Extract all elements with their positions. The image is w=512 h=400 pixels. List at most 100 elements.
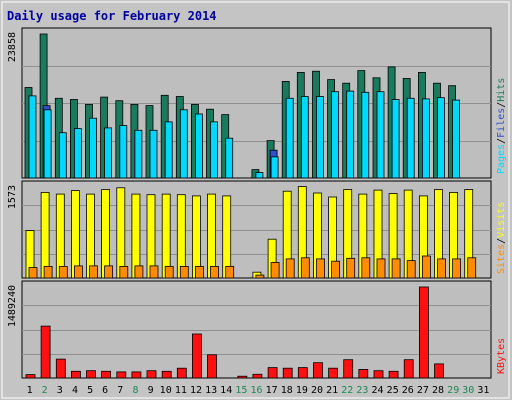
bar-sites-day-14 [225,265,235,279]
x-tick-label: 29 [447,385,459,396]
bar-pages-day-16 [255,172,264,179]
bar-sites-day-5 [89,265,98,279]
x-tick-label: 7 [117,385,123,396]
bar-sites-day-16 [255,274,265,279]
bar-sites-day-30 [467,257,477,279]
bar-kbytes-day-18 [282,367,293,379]
bar-kbytes-day-27 [418,286,429,379]
legend-sites: Sites [496,244,507,274]
x-tick-label: 19 [296,385,308,396]
x-tick-label: 10 [160,385,172,396]
x-tick-label: 21 [326,385,338,396]
x-tick-label: 20 [311,385,323,396]
bar-visits-day-12 [191,195,201,279]
bar-visits-day-8 [131,193,141,279]
bar-visits-day-4 [71,190,80,279]
bar-pages-day-23 [361,91,370,179]
panel-max-label: 1573 [7,185,18,209]
bar-pages-day-26 [406,97,415,179]
bar-pages-day-13 [210,121,218,179]
bar-sites-day-24 [376,258,386,279]
chart-panels: 23858Pages/Files/Hits1573Sites/Visits148… [7,27,507,379]
bar-sites-day-20 [316,258,325,279]
x-tick-label: 2 [42,385,48,396]
bar-kbytes-day-6 [101,370,111,379]
x-tick-label: 3 [57,385,63,396]
x-tick-label: 18 [281,385,293,396]
bar-pages-day-28 [437,97,445,179]
x-tick-label: 27 [417,385,429,396]
bar-sites-day-22 [346,257,356,279]
bar-pages-day-12 [194,113,203,179]
bar-visits-day-6 [101,189,110,279]
bar-sites-day-10 [164,265,174,279]
bar-kbytes-day-26 [403,359,414,379]
bar-kbytes-day-7 [116,371,127,379]
bar-sites-day-7 [119,265,129,279]
bar-pages-day-3 [58,132,67,179]
panel-side-legend: Sites/Visits [496,202,507,274]
x-tick-label: 11 [175,385,187,396]
bar-kbytes-day-24 [373,370,384,379]
bar-sites-day-18 [285,258,295,279]
x-tick-label: 8 [132,385,138,396]
bar-pages-day-8 [134,129,143,179]
bar-kbytes-day-1 [25,374,36,379]
bar-kbytes-day-16 [252,373,263,379]
bar-visits-day-10 [161,193,171,279]
bar-kbytes-day-28 [434,363,444,379]
bar-kbytes-day-22 [343,359,354,379]
bar-visits-day-2 [40,191,50,279]
legend-hits: Hits [496,78,507,102]
bar-sites-day-28 [437,258,446,279]
bar-sites-day-12 [194,265,204,279]
bar-kbytes-day-13 [207,354,217,379]
chart-title: Daily usage for February 2014 [7,9,217,23]
panel-side-legend: Pages/Files/Hits [496,78,507,174]
bar-kbytes-day-4 [71,370,81,379]
x-tick-label: 9 [148,385,154,396]
bar-pages-day-10 [164,121,173,179]
bar-visits-day-14 [222,195,232,279]
legend-visits: Visits [496,202,507,238]
panel-2: 1573 Sites/Visits [7,180,507,279]
x-axis: 1 2 3 4 5 6 7 8 9 10 11 12 13 14 15 16 17 18 19 20 21 22 23 24 2… [27,385,490,396]
bar-pages-day-18 [285,97,294,179]
x-tick-label: 17 [266,385,278,396]
bar-pages-day-2 [43,109,52,179]
bar-pages-day-20 [316,96,324,179]
bar-sites-day-8 [134,265,144,279]
x-tick-label: 12 [190,385,202,396]
x-tick-label: 26 [402,385,414,396]
bar-sites-day-23 [361,257,371,279]
bar-sites-day-13 [210,265,219,279]
x-tick-label: 15 [235,385,247,396]
bar-sites-day-9 [149,265,159,279]
bar-sites-day-17 [270,261,280,279]
bar-visits-day-11 [176,194,186,279]
x-tick-label: 22 [341,385,353,396]
bar-kbytes-day-5 [86,370,96,379]
bar-sites-day-3 [58,265,68,279]
bar-kbytes-day-17 [267,367,278,379]
bar-sites-day-29 [452,258,462,279]
bar-pages-day-4 [74,128,82,179]
bar-kbytes-day-19 [297,367,308,379]
bar-pages-day-21 [331,91,340,179]
bar-kbytes-day-2 [40,325,51,379]
x-tick-label: 30 [462,385,474,396]
x-tick-label: 4 [72,385,78,396]
bar-visits-day-3 [55,193,65,279]
bar-sites-day-4 [74,265,83,279]
x-tick-label: 28 [432,385,444,396]
bar-kbytes-day-10 [161,370,172,379]
bar-pages-day-14 [225,137,234,179]
bar-visits-day-5 [86,193,95,279]
x-tick-label: 5 [87,385,93,396]
bar-kbytes-day-20 [313,362,323,379]
legend-separator: / [496,138,507,144]
bar-pages-day-29 [452,99,461,179]
bar-sites-day-6 [104,265,113,279]
bar-pages-day-25 [391,99,400,179]
